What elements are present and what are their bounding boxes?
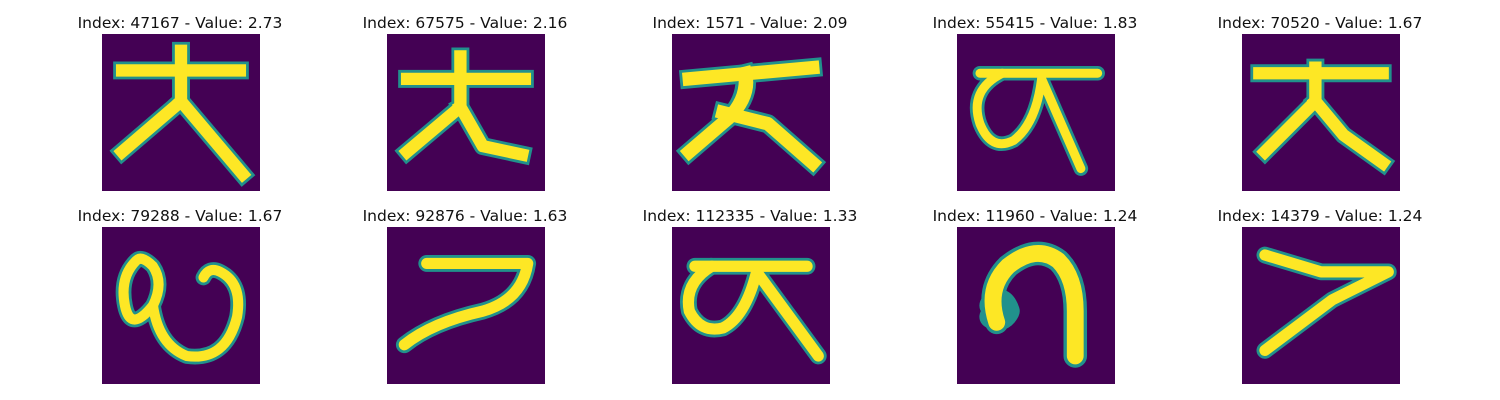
glyph-image bbox=[102, 227, 260, 384]
glyph-image bbox=[387, 34, 545, 191]
panel-title: Index: 14379 - Value: 1.24 bbox=[1217, 207, 1423, 225]
panel-title: Index: 67575 - Value: 2.16 bbox=[362, 14, 568, 32]
glyph-image bbox=[672, 34, 830, 191]
glyph-image bbox=[957, 34, 1115, 191]
panel-title: Index: 92876 - Value: 1.63 bbox=[362, 207, 568, 225]
glyph-image bbox=[957, 227, 1115, 384]
panel-1: Index: 47167 - Value: 2.73 bbox=[40, 12, 320, 202]
panel-6: Index: 79288 - Value: 1.67 bbox=[40, 205, 320, 395]
panel-title: Index: 55415 - Value: 1.83 bbox=[932, 14, 1138, 32]
glyph-image bbox=[1242, 34, 1400, 191]
panel-4: Index: 55415 - Value: 1.83 bbox=[895, 12, 1175, 202]
panel-title: Index: 47167 - Value: 2.73 bbox=[77, 14, 283, 32]
panel-title: Index: 79288 - Value: 1.67 bbox=[77, 207, 283, 225]
panel-3: Index: 1571 - Value: 2.09 bbox=[610, 12, 890, 202]
glyph-image bbox=[387, 227, 545, 384]
panel-10: Index: 14379 - Value: 1.24 bbox=[1180, 205, 1460, 395]
panel-title: Index: 1571 - Value: 2.09 bbox=[652, 14, 848, 32]
panel-9: Index: 11960 - Value: 1.24 bbox=[895, 205, 1175, 395]
panel-7: Index: 92876 - Value: 1.63 bbox=[325, 205, 605, 395]
glyph-image bbox=[102, 34, 260, 191]
glyph-image bbox=[1242, 227, 1400, 384]
panel-5: Index: 70520 - Value: 1.67 bbox=[1180, 12, 1460, 202]
panel-title: Index: 11960 - Value: 1.24 bbox=[932, 207, 1138, 225]
panel-8: Index: 112335 - Value: 1.33 bbox=[610, 205, 890, 395]
glyph-image bbox=[672, 227, 830, 384]
panel-2: Index: 67575 - Value: 2.16 bbox=[325, 12, 605, 202]
panel-title: Index: 112335 - Value: 1.33 bbox=[642, 207, 858, 225]
panel-title: Index: 70520 - Value: 1.67 bbox=[1217, 14, 1423, 32]
